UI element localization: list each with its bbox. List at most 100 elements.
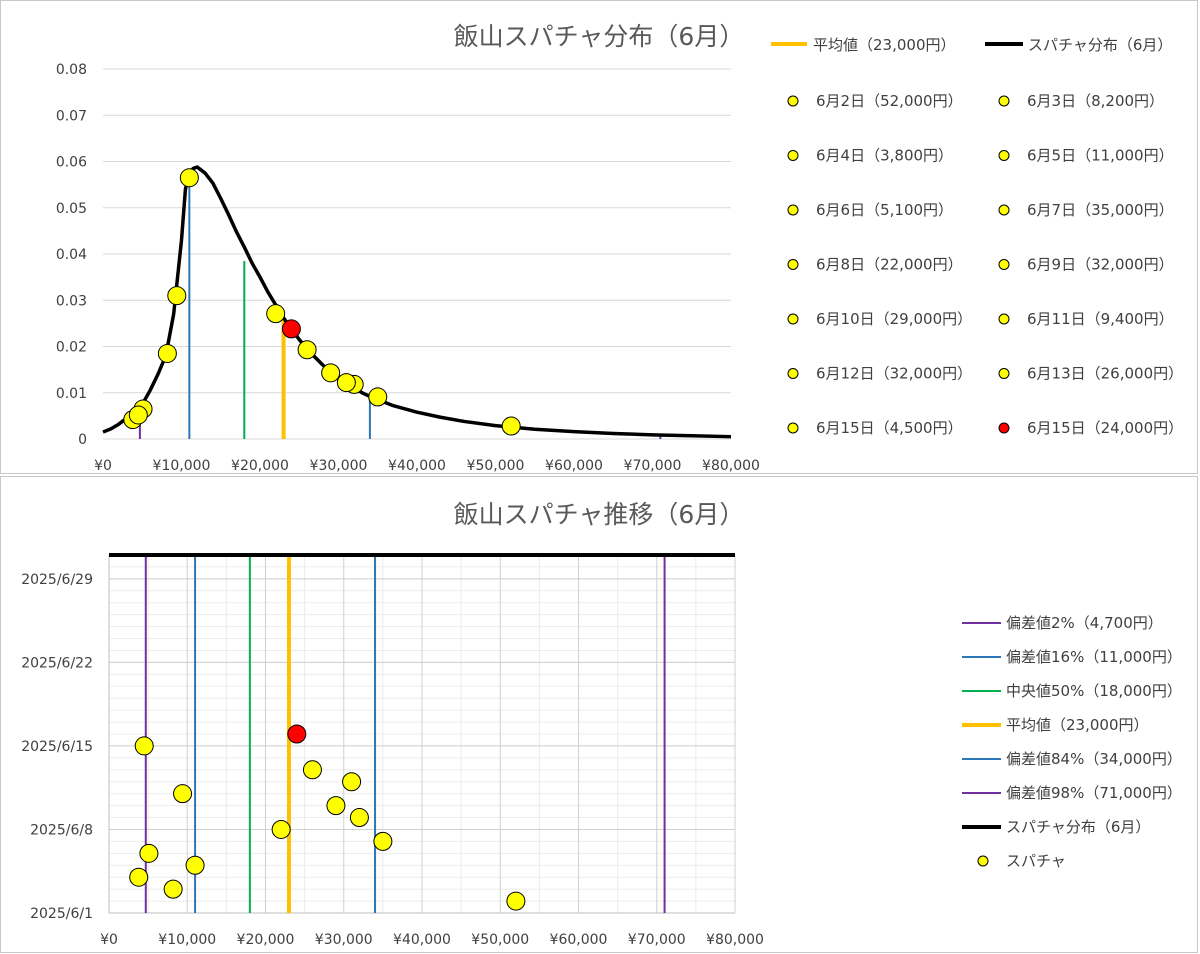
x-tick-label: ¥30,000 bbox=[310, 458, 368, 474]
data-point bbox=[297, 340, 317, 360]
data-point bbox=[336, 373, 356, 393]
data-point bbox=[326, 796, 346, 816]
legend-label: 平均値（23,000円） bbox=[1006, 716, 1149, 734]
legend-point-label: 6月8日（22,000円） bbox=[816, 256, 963, 274]
legend-point-label: 6月11日（9,400円） bbox=[1027, 310, 1174, 328]
data-point bbox=[281, 319, 301, 339]
data-point bbox=[163, 879, 183, 899]
y-tick-label: 0.02 bbox=[56, 340, 87, 356]
y-tick-label: 2025/6/22 bbox=[21, 655, 93, 671]
timeline-chart-panel: 飯山スパチャ推移（6月） ¥0 ¥10,000 ¥20,000 ¥30,000 ¥40,… bbox=[0, 476, 1198, 953]
y-tick-label: 0 bbox=[78, 432, 87, 448]
legend-point-label: 6月13日（26,000円） bbox=[1027, 365, 1183, 383]
legend-label: 偏差値98%（71,000円） bbox=[1006, 784, 1182, 802]
x-tick-label: ¥30,000 bbox=[315, 932, 373, 948]
data-point bbox=[185, 855, 205, 875]
legend-point-swatch bbox=[787, 150, 799, 161]
legend-point-swatch bbox=[787, 259, 799, 270]
distribution-chart: 飯山スパチャ分布（6月） 0 0.01 0.02 0.03 0.04 0.05 0.06 0.… bbox=[56, 22, 1183, 474]
chart-title: 飯山スパチャ推移（6月） bbox=[454, 500, 745, 529]
legend-point-swatch bbox=[787, 204, 799, 216]
legend-point-swatch bbox=[787, 313, 799, 325]
legend-point-swatch bbox=[998, 259, 1010, 270]
legend-point-label: 6月6日（5,100円） bbox=[816, 201, 953, 219]
x-tick-label: ¥50,000 bbox=[467, 458, 525, 474]
data-point bbox=[271, 819, 291, 839]
data-point bbox=[287, 724, 307, 744]
data-point bbox=[128, 405, 148, 425]
data-point bbox=[373, 831, 393, 851]
data-point bbox=[266, 304, 286, 324]
legend-label: 偏差値2%（4,700円） bbox=[1006, 614, 1163, 632]
x-tick-label: ¥10,000 bbox=[158, 932, 216, 948]
chart-title: 飯山スパチャ分布（6月） bbox=[454, 22, 745, 51]
data-point bbox=[501, 416, 521, 436]
legend-mean-label: 平均値（23,000円） bbox=[813, 36, 956, 54]
x-tick-label: ¥0 bbox=[100, 932, 118, 948]
x-tick-label: ¥70,000 bbox=[628, 932, 686, 948]
legend-point-swatch bbox=[787, 95, 799, 107]
y-tick-label: 2025/6/29 bbox=[21, 572, 93, 588]
legend-point-swatch bbox=[998, 204, 1010, 216]
y-tick-label: 2025/6/8 bbox=[30, 822, 93, 838]
x-tick-label: ¥10,000 bbox=[153, 458, 211, 474]
y-tick-label: 0.08 bbox=[56, 62, 87, 78]
y-tick-label: 0.01 bbox=[56, 386, 87, 402]
x-tick-label: ¥40,000 bbox=[388, 458, 446, 474]
legend-point-swatch bbox=[998, 368, 1010, 379]
data-point bbox=[342, 772, 362, 792]
legend-point-swatch bbox=[998, 313, 1010, 325]
data-point bbox=[157, 343, 177, 363]
data-point bbox=[167, 286, 187, 306]
x-tick-label: ¥40,000 bbox=[393, 932, 451, 948]
y-tick-label: 2025/6/15 bbox=[21, 739, 93, 755]
data-point bbox=[349, 808, 369, 828]
legend-label: 偏差値16%（11,000円） bbox=[1006, 648, 1182, 666]
legend-curve-label: スパチャ分布（6月） bbox=[1028, 36, 1172, 54]
legend-label: 中央値50%（18,000円） bbox=[1006, 682, 1182, 700]
legend-point-label: 6月12日（32,000円） bbox=[816, 365, 972, 383]
data-point bbox=[506, 891, 526, 911]
legend-point-label: 6月4日（3,800円） bbox=[816, 147, 953, 165]
legend-point-label: 6月15日（4,500円） bbox=[816, 419, 963, 437]
legend-point-label: 6月15日（24,000円） bbox=[1027, 419, 1183, 437]
data-point bbox=[321, 363, 341, 383]
data-point bbox=[139, 843, 159, 863]
legend-point-swatch bbox=[998, 150, 1010, 161]
y-tick-label: 2025/6/1 bbox=[30, 906, 93, 922]
x-tick-label: ¥0 bbox=[94, 458, 112, 474]
legend-point-label: 6月2日（52,000円） bbox=[816, 92, 963, 110]
legend-point-label: 6月5日（11,000円） bbox=[1027, 147, 1174, 165]
legend-label: スパチャ bbox=[1006, 852, 1066, 870]
legend-swatch bbox=[977, 855, 989, 867]
x-tick-label: ¥20,000 bbox=[237, 932, 295, 948]
legend-label: 偏差値84%（34,000円） bbox=[1006, 750, 1182, 768]
data-point bbox=[129, 867, 149, 887]
timeline-chart: 飯山スパチャ推移（6月） ¥0 ¥10,000 ¥20,000 ¥30,000 ¥40,… bbox=[21, 500, 1182, 948]
y-tick-label: 0.05 bbox=[56, 201, 87, 217]
data-point bbox=[368, 387, 388, 407]
legend-point-swatch bbox=[998, 95, 1010, 107]
legend-point-swatch bbox=[787, 422, 799, 434]
x-tick-label: ¥60,000 bbox=[545, 458, 603, 474]
y-tick-label: 0.03 bbox=[56, 293, 87, 309]
legend-point-swatch bbox=[998, 422, 1010, 434]
legend-point-swatch bbox=[787, 368, 799, 379]
x-tick-label: ¥80,000 bbox=[706, 932, 764, 948]
distribution-chart-panel: 飯山スパチャ分布（6月） 0 0.01 0.02 0.03 0.04 0.05 0.06 0.… bbox=[0, 0, 1198, 474]
legend-point-label: 6月3日（8,200円） bbox=[1027, 92, 1164, 110]
y-tick-label: 0.06 bbox=[56, 155, 87, 171]
data-point bbox=[302, 760, 322, 780]
x-tick-label: ¥70,000 bbox=[624, 458, 682, 474]
data-point bbox=[179, 168, 199, 188]
legend-point-label: 6月10日（29,000円） bbox=[816, 310, 972, 328]
y-tick-label: 0.04 bbox=[56, 247, 87, 263]
legend-point-label: 6月9日（32,000円） bbox=[1027, 256, 1174, 274]
x-tick-label: ¥50,000 bbox=[471, 932, 529, 948]
x-tick-label: ¥80,000 bbox=[702, 458, 760, 474]
y-tick-label: 0.07 bbox=[56, 108, 87, 124]
x-tick-label: ¥60,000 bbox=[550, 932, 608, 948]
x-tick-label: ¥20,000 bbox=[231, 458, 289, 474]
data-point bbox=[134, 736, 154, 756]
legend-label: スパチャ分布（6月） bbox=[1006, 818, 1150, 836]
